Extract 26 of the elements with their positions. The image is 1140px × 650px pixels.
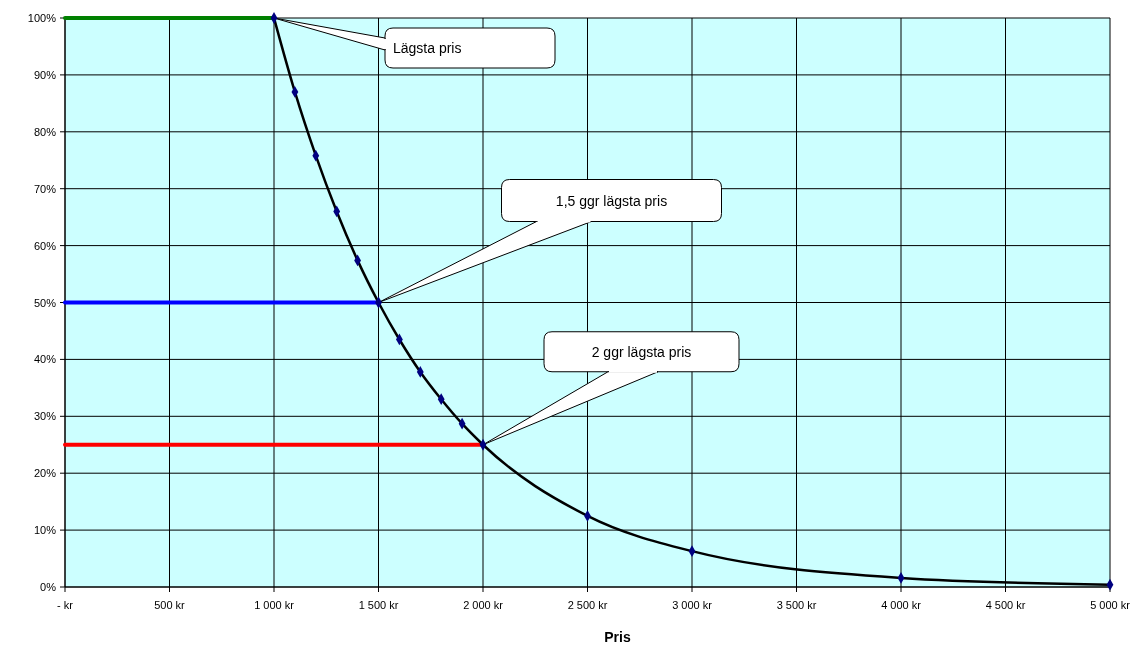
x-tick-label: 1 000 kr [254,599,295,611]
y-tick-label: 30% [33,410,57,423]
x-tick-label: 500 kr [154,599,186,611]
x-tick-label: 3 000 kr [672,599,713,611]
x-tick-label: 2 000 kr [463,599,504,611]
x-axis-title: Pris [604,629,631,645]
annotation: 2 ggr lägsta pris [591,343,692,360]
x-tick-label: 3 500 kr [776,599,817,611]
y-tick-label: 100% [27,12,57,24]
y-tick-label: 0% [40,581,57,593]
y-tick-label: 20% [33,467,57,480]
y-tick-label: 60% [33,239,57,252]
y-tick-label: 70% [33,182,57,195]
y-tick-label: 40% [33,353,57,366]
y-tick-label: 80% [33,125,57,138]
x-tick-label: 4 500 kr [985,599,1026,611]
y-tick-label: 10% [33,524,57,537]
annotation: Lägsta pris [393,40,462,56]
y-tick-label: 50% [33,296,57,309]
x-tick-label: 2 500 kr [567,599,608,611]
x-tick-label: 1 500 kr [358,599,399,611]
y-tick-label: 90% [33,68,57,81]
x-tick-label: - kr [57,599,74,611]
x-tick-label: 4 000 kr [881,599,922,611]
x-tick-label: 5 000 kr [1090,599,1131,611]
annotation: 1,5 ggr lägsta pris [555,192,668,209]
